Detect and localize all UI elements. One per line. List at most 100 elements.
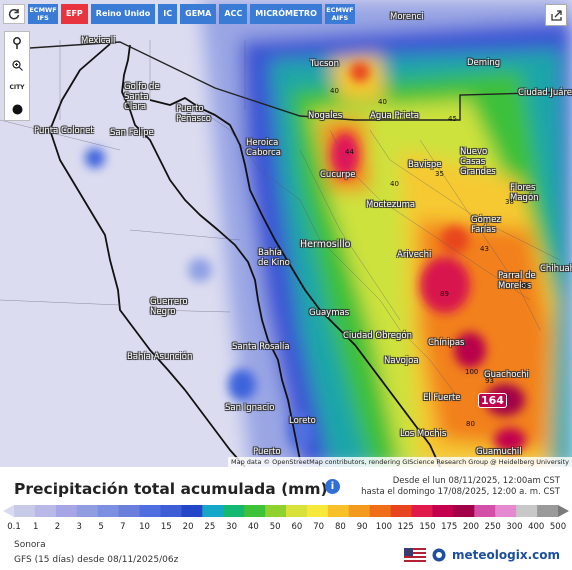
place-label[interactable]: Bahía de Kino [258, 248, 290, 268]
scale-tick-label: 3 [76, 522, 82, 532]
place-label[interactable]: San Ignacio [225, 403, 275, 413]
model-button-efp[interactable]: EFP [61, 4, 88, 24]
value-label: 38 [505, 198, 514, 206]
place-label[interactable]: Chínipas [428, 338, 465, 348]
scale-tick-label: 10 [139, 522, 150, 532]
meteologix-logo-icon [432, 548, 446, 562]
model-button-ecmwf-aifs[interactable]: ECMWF AIFS [324, 4, 355, 24]
place-label[interactable]: Ciudad Obregón [343, 331, 412, 341]
place-label[interactable]: Nuevo Casas Grandes [460, 147, 496, 177]
place-label[interactable]: Moctezuma [366, 200, 416, 210]
place-label[interactable]: Agua Prieta [370, 111, 420, 121]
value-label: 43 [480, 245, 489, 253]
place-label[interactable]: Guaymas [309, 308, 350, 318]
scale-arrow-right [558, 505, 569, 517]
marker-button[interactable] [5, 98, 29, 120]
info-icon[interactable]: i [325, 479, 340, 494]
model-button-micrometro[interactable]: MICRÓMETRO [250, 4, 322, 24]
scale-tick-label: 500 [549, 522, 567, 532]
scale-color-cell [286, 505, 308, 517]
share-button[interactable] [545, 4, 567, 26]
place-label[interactable]: Mexicali [81, 36, 116, 46]
scale-tick-label: 70 [313, 522, 325, 532]
map-attribution[interactable]: Map data © OpenStreetMap contributors, r… [228, 457, 572, 467]
brand-name[interactable]: meteologix.com [452, 548, 560, 562]
place-label[interactable]: El Fuerte [423, 393, 461, 403]
place-label[interactable]: Parral de Morelos [498, 271, 536, 291]
scale-color-cell [537, 505, 559, 517]
refresh-button[interactable] [3, 4, 25, 24]
scale-tick-label: 40 [247, 522, 259, 532]
scale-tick-label: 300 [506, 522, 523, 532]
precipitation-map[interactable]: Mexicali Tucson Morenci Deming Ciudad Ju… [0, 0, 572, 467]
scale-color-cell [181, 505, 203, 517]
scale-tick-label: 200 [462, 522, 480, 532]
scale-tick-label: 100 [375, 522, 393, 532]
place-label[interactable]: Puerto Peñasco [176, 104, 211, 124]
place-label[interactable]: Chihuahua [540, 264, 572, 274]
map-base [0, 0, 572, 467]
model-button-reino-unido[interactable]: Reino Unido [90, 4, 156, 24]
scale-arrow-left [3, 505, 14, 517]
place-label[interactable]: Bahía Asunción [127, 352, 193, 362]
legend-title: Precipitación total acumulada (mm) [14, 480, 328, 498]
place-label[interactable]: Los Mochis [400, 429, 447, 439]
place-label[interactable]: Bavispe [408, 160, 442, 170]
scale-tick-label: 125 [397, 522, 414, 532]
value-label: 40 [390, 180, 399, 188]
scale-color-cell [139, 505, 161, 517]
region-name: Sonora [14, 540, 46, 550]
place-label[interactable]: Guachochi [484, 370, 529, 380]
place-label[interactable]: Navojoa [384, 356, 419, 366]
place-label[interactable]: Cucurpe [320, 170, 356, 180]
place-label[interactable]: Flores Magón [510, 183, 539, 203]
place-label[interactable]: Nogales [308, 111, 343, 121]
scale-tick-label: 150 [419, 522, 436, 532]
place-label[interactable]: Gómez Farías [471, 215, 501, 235]
max-value-badge[interactable]: 164 [478, 393, 507, 408]
scale-tick-label: 25 [204, 522, 216, 532]
place-label[interactable]: Morenci [390, 12, 424, 22]
place-label[interactable]: Puerto [253, 447, 281, 457]
scale-tick-label: 80 [334, 522, 346, 532]
place-label[interactable]: Santa Rosalía [232, 342, 290, 352]
place-label[interactable]: Guamuchil [476, 447, 522, 457]
model-button-gema[interactable]: GEMA [180, 4, 217, 24]
scale-color-cell [223, 505, 245, 517]
scale-color-cell [495, 505, 517, 517]
place-label[interactable]: Golfo de Santa Clara [124, 82, 160, 112]
us-flag-icon[interactable] [404, 548, 427, 562]
scale-tick-label: 2 [54, 522, 61, 532]
location-button[interactable] [5, 32, 29, 54]
place-label[interactable]: Arivechi [397, 250, 432, 260]
scale-tick-label: 60 [291, 522, 303, 532]
share-icon [550, 9, 562, 21]
place-label[interactable]: San Felipe [110, 128, 154, 138]
place-label[interactable]: Tucson [310, 59, 339, 69]
place-label[interactable]: Deming [467, 58, 501, 68]
scale-color-cell [76, 505, 99, 517]
place-label[interactable]: Loreto [289, 416, 316, 426]
scale-color-cell [34, 505, 57, 517]
model-button-ecmwf-ifs[interactable]: ECMWF IFS [28, 4, 58, 24]
place-label[interactable]: Hermosillo [300, 239, 351, 250]
scale-color-cell [244, 505, 266, 517]
place-label[interactable]: Guerrero Negro [150, 297, 188, 317]
place-label[interactable]: Ciudad Juárez [518, 88, 572, 98]
model-button-acc[interactable]: ACC [219, 4, 248, 24]
value-label: 80 [466, 420, 475, 428]
map-controls: CITY [4, 31, 30, 121]
scale-tick-label: 1 [33, 522, 39, 532]
brand: meteologix.com [404, 548, 560, 562]
scale-color-cell [453, 505, 475, 517]
scale-tick-label: 250 [484, 522, 501, 532]
place-label[interactable]: Punta Colonet [34, 126, 94, 136]
scale-color-cell [516, 505, 538, 517]
scale-tick-label: 15 [160, 522, 172, 532]
scale-tick-label: 175 [441, 522, 458, 532]
zoom-in-button[interactable] [5, 54, 29, 76]
place-label[interactable]: Heroica Caborca [246, 138, 281, 158]
scale-color-cell [348, 505, 371, 517]
city-toggle[interactable]: CITY [9, 83, 25, 91]
model-button-ic[interactable]: IC [158, 4, 178, 24]
